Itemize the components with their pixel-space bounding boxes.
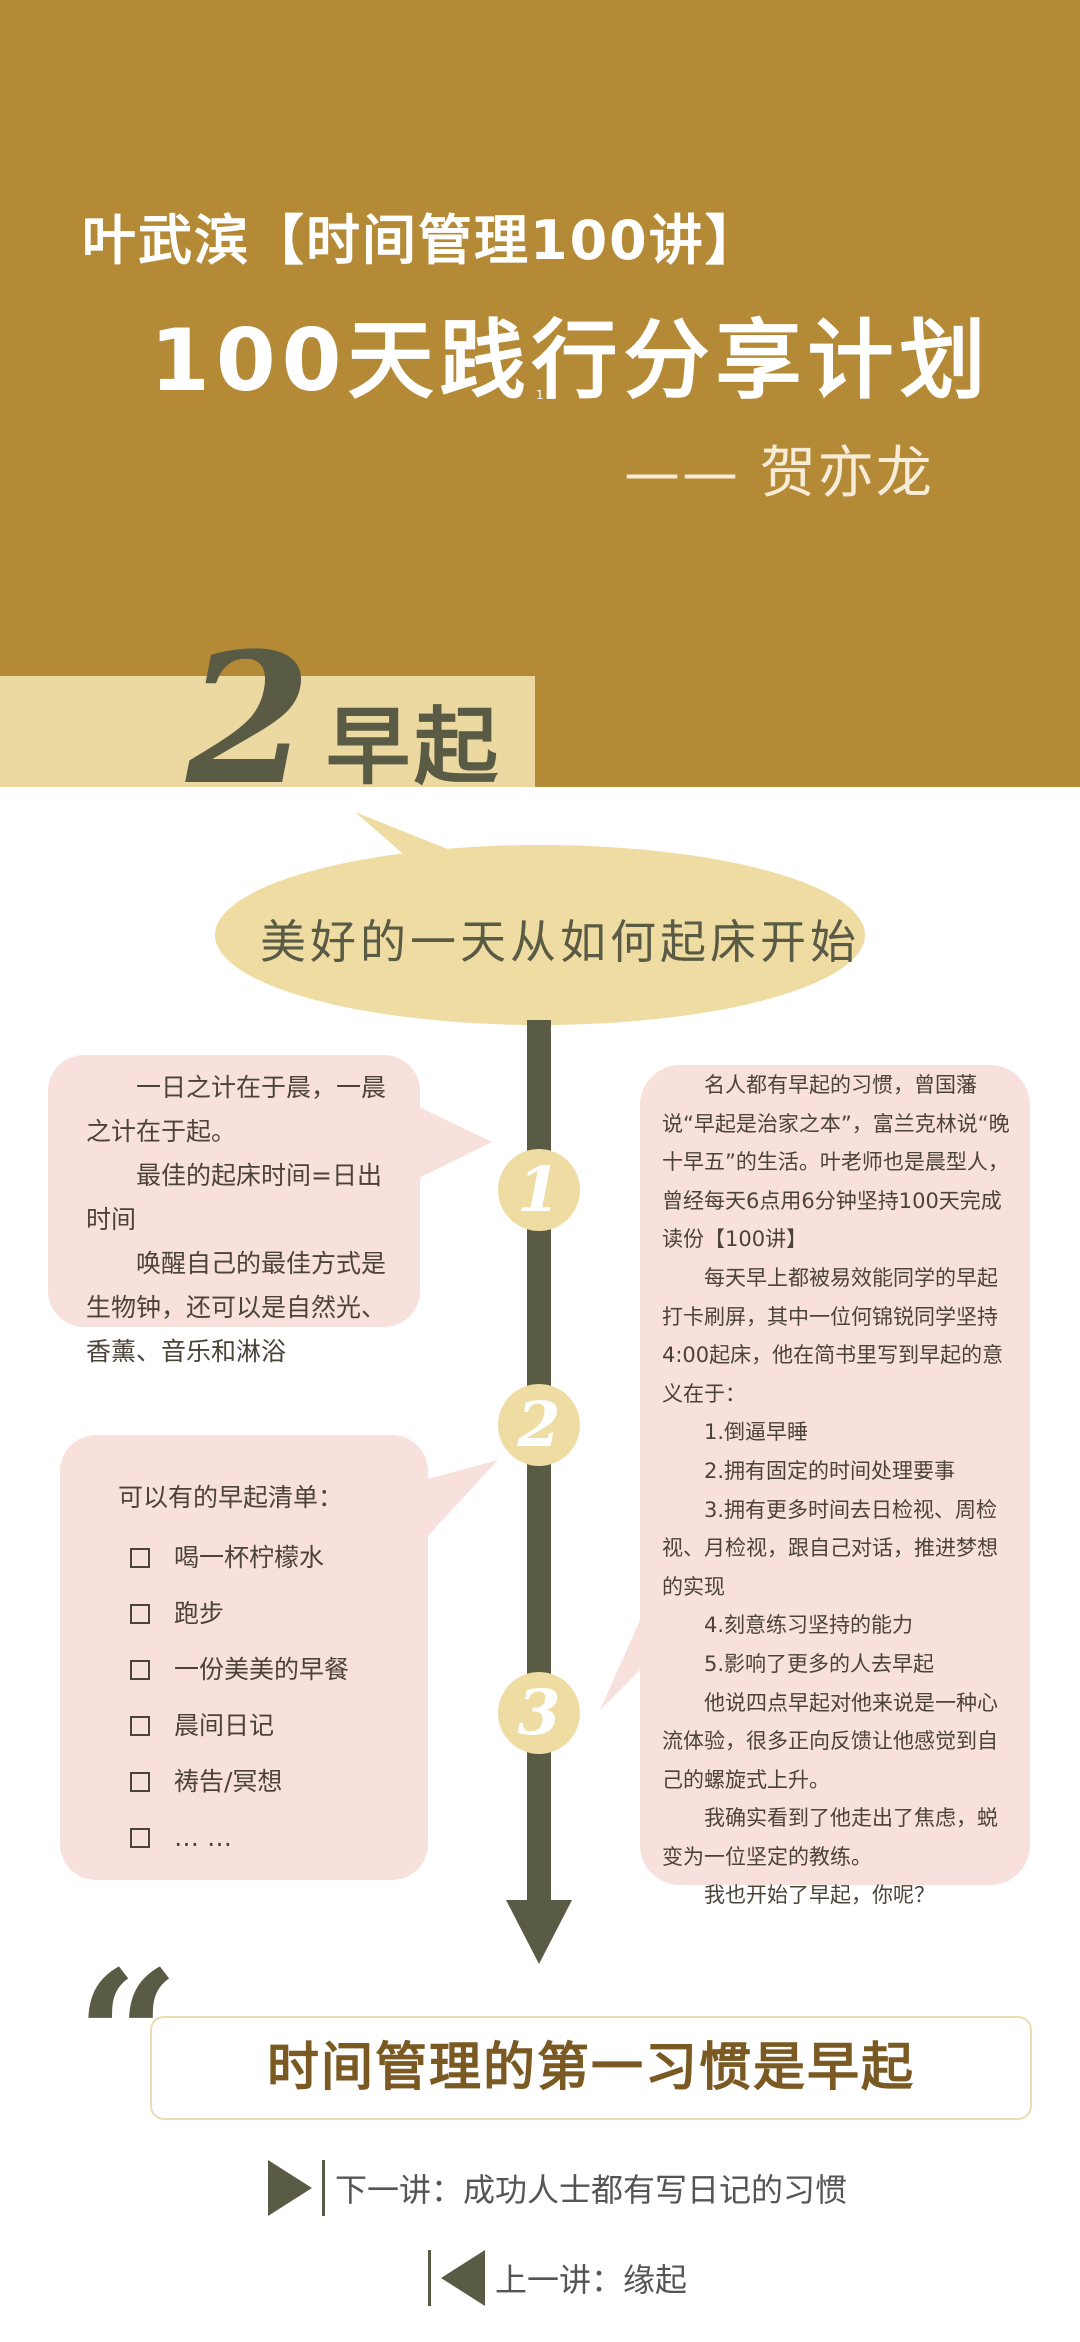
checklist-item: 晨间日记 (130, 1704, 408, 1748)
timeline-node-3: 3 (498, 1672, 580, 1754)
checkbox-icon (130, 1548, 150, 1568)
list-item: 2.拥有固定的时间处理要事 (704, 1458, 956, 1483)
page-mark: 1 (536, 388, 544, 402)
summary-box (150, 2016, 1032, 2120)
checklist-item: 喝一杯柠檬水 (130, 1536, 408, 1580)
timeline-node-1: 1 (498, 1149, 580, 1231)
prev-lesson-link[interactable]: 上一讲：缘起 (418, 2250, 687, 2306)
list-item: 4.刻意练习坚持的能力 (704, 1613, 914, 1638)
checkbox-icon (130, 1828, 150, 1848)
next-lesson-label: 下一讲：成功人士都有写日记的习惯 (335, 2171, 848, 2209)
checkbox-icon (130, 1772, 150, 1792)
card-paragraph: 我确实看到了他走出了焦虑，蜕变为一位坚定的教练。 (662, 1806, 998, 1869)
slogan-text: 美好的一天从如何起床开始 (260, 915, 860, 969)
card-paragraph: 我也开始了早起，你呢？ (704, 1883, 935, 1908)
timeline-node-2: 2 (498, 1384, 580, 1466)
card-paragraph: 他说四点早起对他来说是一种心流体验，很多正向反馈让他感觉到自己的螺旋式上升。 (662, 1690, 998, 1792)
play-right-icon (268, 2160, 312, 2216)
list-item: 5.影响了更多的人去早起 (704, 1651, 935, 1676)
page-title: 100天践行分享计划 (150, 311, 992, 411)
summary-text: 时间管理的第一习惯是早起 (266, 2038, 915, 2098)
card-paragraph: 每天早上都被易效能同学的早起打卡刷屏，其中一位何锦锐同学坚持4:00起床，他在简… (662, 1265, 1004, 1406)
card-paragraph: 最佳的起床时间=日出时间 (86, 1161, 382, 1234)
chapter-band (0, 676, 535, 787)
prev-lesson-label: 上一讲：缘起 (495, 2261, 688, 2299)
play-left-icon (441, 2250, 485, 2306)
card-paragraph: 一日之计在于晨，一晨之计在于起。 (86, 1073, 387, 1146)
series-title: 叶武滨【时间管理100讲】 (82, 209, 761, 272)
checkbox-icon (130, 1604, 150, 1624)
checklist-item: 跑步 (130, 1592, 408, 1636)
card-paragraph: 唤醒自己的最佳方式是生物钟，还可以是自然光、香薰、音乐和淋浴 (86, 1249, 387, 1366)
author-name: —— 贺亦龙 (624, 441, 934, 506)
checklist-title: 可以有的早起清单： (118, 1483, 344, 1512)
morning-checklist-card: 可以有的早起清单： 喝一杯柠檬水 跑步 一份美美的早餐 晨间日记 祷告/冥想 …… (118, 1476, 408, 1872)
list-item: 3.拥有更多时间去日检视、周检视、月检视，跟自己对话，推进梦想的实现 (662, 1497, 998, 1599)
next-lesson-link[interactable]: 下一讲：成功人士都有写日记的习惯 (268, 2160, 847, 2216)
checkbox-icon (130, 1716, 150, 1736)
checklist-item: … … (130, 1816, 408, 1860)
list-item: 1.倒逼早睡 (704, 1420, 809, 1445)
chapter-title: 早起 (326, 698, 503, 796)
checkbox-icon (130, 1660, 150, 1680)
checklist-item: 一份美美的早餐 (130, 1648, 408, 1692)
card-paragraph: 名人都有早起的习惯，曾国藩说“早起是治家之本”，富兰克林说“晚十早五”的生活。叶… (662, 1073, 1010, 1252)
slogan-bubble (215, 812, 865, 1025)
chapter-number: 2 (186, 614, 312, 825)
quote-icon: “ (76, 1932, 180, 2143)
divider (428, 2250, 431, 2306)
timeline (48, 1020, 1030, 1964)
checklist-item: 祷告/冥想 (130, 1760, 408, 1804)
story-card: 名人都有早起的习惯，曾国藩说“早起是治家之本”，富兰克林说“晚十早五”的生活。叶… (662, 1066, 1012, 1915)
divider (322, 2160, 325, 2216)
header-banner (0, 0, 1080, 787)
morning-advice-card: 一日之计在于晨，一晨之计在于起。 最佳的起床时间=日出时间 唤醒自己的最佳方式是… (86, 1066, 386, 1374)
